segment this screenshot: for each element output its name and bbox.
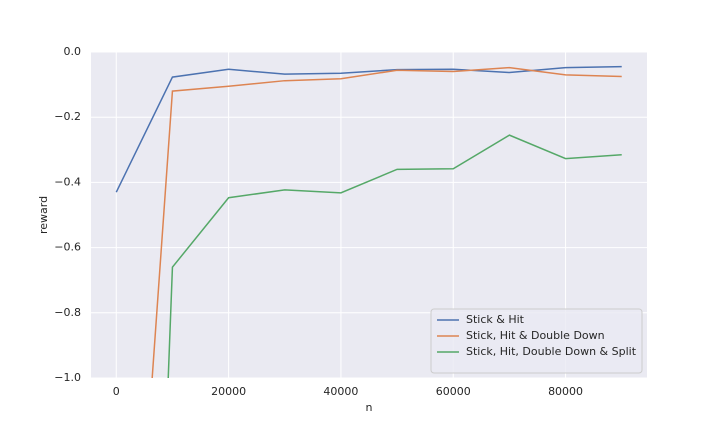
x-tick-label: 0 bbox=[113, 385, 120, 398]
series-line bbox=[115, 65, 622, 193]
x-tick-label: 40000 bbox=[323, 385, 358, 398]
y-tick-label: −1.0 bbox=[54, 371, 81, 384]
legend-label: Stick & Hit bbox=[466, 313, 525, 326]
x-tick-label: 60000 bbox=[436, 385, 471, 398]
y-tick-label: −0.4 bbox=[54, 175, 81, 188]
series-line bbox=[151, 66, 622, 378]
y-axis-label: reward bbox=[37, 196, 50, 234]
x-tick-label: 80000 bbox=[548, 385, 583, 398]
legend-label: Stick, Hit & Double Down bbox=[466, 329, 605, 342]
y-tick-label: −0.8 bbox=[54, 306, 81, 319]
x-tick-label: 20000 bbox=[211, 385, 246, 398]
legend-label: Stick, Hit, Double Down & Split bbox=[466, 345, 637, 358]
series-line bbox=[167, 134, 622, 378]
y-tick-label: −0.6 bbox=[54, 241, 81, 254]
y-tick-label: −0.2 bbox=[54, 110, 81, 123]
y-tick-label: 0.0 bbox=[64, 45, 82, 58]
x-axis-label: n bbox=[366, 401, 373, 414]
legend-box bbox=[430, 308, 643, 374]
